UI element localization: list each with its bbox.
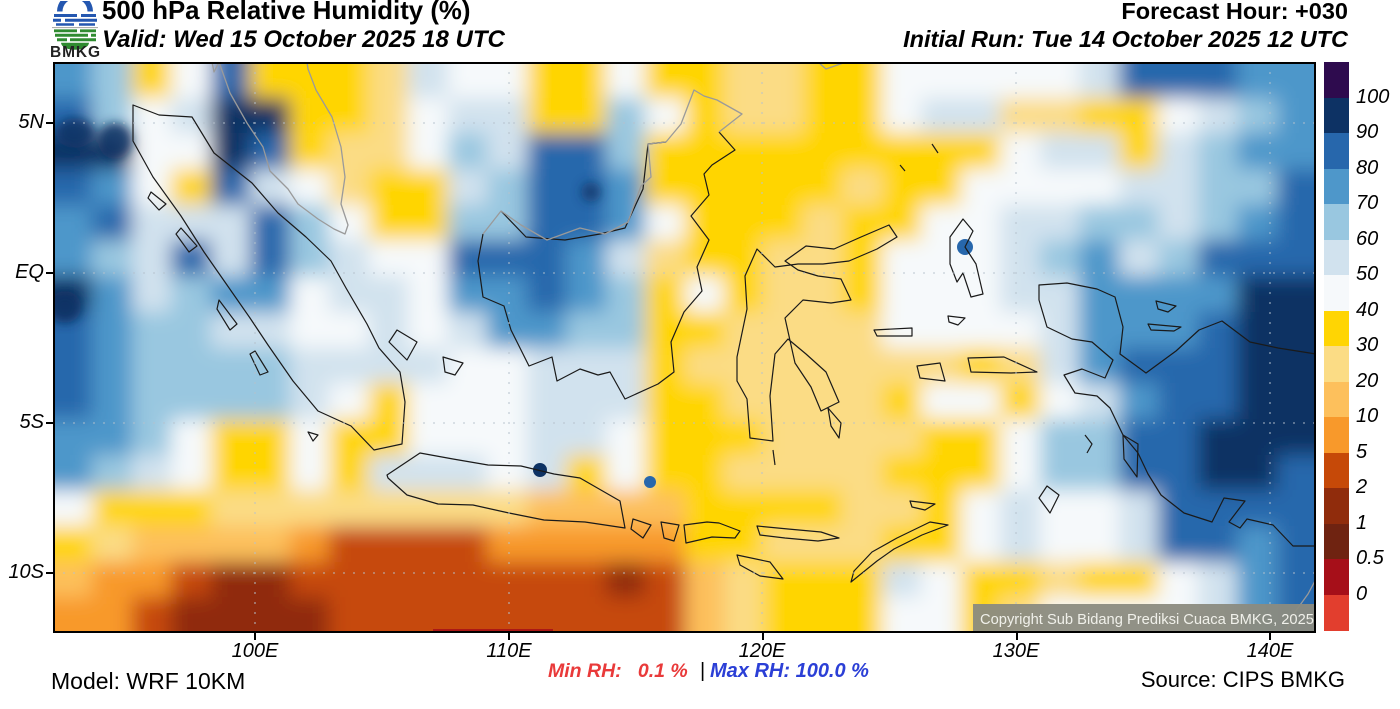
svg-text:BMKG: BMKG <box>50 44 100 59</box>
svg-text:Copyright Sub Bidang Prediksi: Copyright Sub Bidang Prediksi Cuaca BMKG… <box>980 612 1314 628</box>
